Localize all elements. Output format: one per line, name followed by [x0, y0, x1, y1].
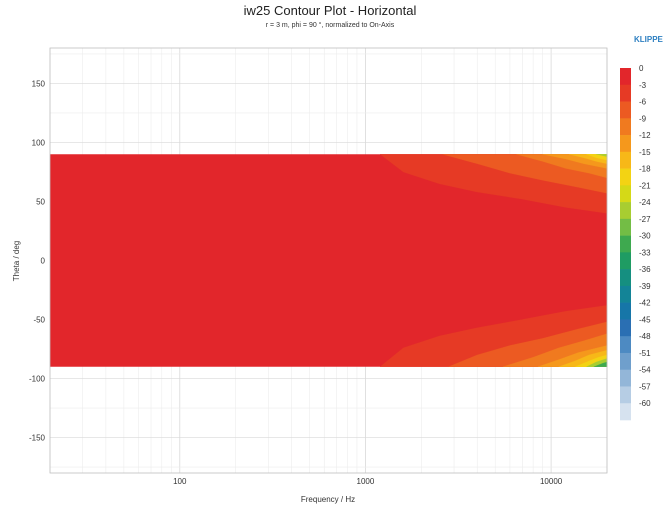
x-axis-label: Frequency / Hz [301, 495, 355, 504]
x-tick-label: 100 [173, 477, 187, 486]
colorbar-label: -12 [639, 131, 651, 140]
colorbar-cell [620, 386, 631, 404]
colorbar-cell [620, 68, 631, 86]
colorbar-label: -3 [639, 81, 647, 90]
y-axis-label: Theta / deg [12, 241, 21, 281]
colorbar-label: -30 [639, 232, 651, 241]
heatmap-layer [50, 154, 608, 367]
colorbar-label: -48 [639, 332, 651, 341]
brand-label: KLIPPE [634, 35, 664, 44]
colorbar-label: -6 [639, 98, 647, 107]
x-tick-label: 10000 [540, 477, 563, 486]
colorbar-cell [620, 369, 631, 387]
colorbar-cell [620, 285, 631, 303]
colorbar-cell [620, 218, 631, 236]
colorbar-cell [620, 336, 631, 354]
colorbar-cell [620, 151, 631, 169]
colorbar-label: 0 [639, 64, 644, 73]
chart-subtitle: r = 3 m, phi = 90 °, normalized to On-Ax… [266, 21, 395, 29]
colorbar-label: -45 [639, 315, 651, 324]
colorbar-label: -24 [639, 198, 651, 207]
y-tick-labels: 150 100 50 0 -50 -100 -150 [29, 79, 46, 442]
colorbar-cell [620, 101, 631, 119]
y-tick-label: 50 [36, 197, 45, 206]
colorbar-label: -15 [639, 148, 651, 157]
colorbar-label: -39 [639, 282, 651, 291]
colorbar-cell [620, 319, 631, 337]
colorbar-label: -21 [639, 181, 651, 190]
y-tick-label: -150 [29, 434, 46, 443]
colorbar-cell [620, 235, 631, 253]
colorbar-label: -36 [639, 265, 651, 274]
colorbar-cell [620, 185, 631, 203]
colorbar-label: -33 [639, 248, 651, 257]
y-tick-label: 100 [32, 138, 46, 147]
colorbar-cell [620, 403, 631, 421]
colorbar-cell [620, 202, 631, 220]
colorbar-label: -42 [639, 299, 651, 308]
colorbar: 0 -3 -6 -9 -12 -15 -18 -21 -24 -27 -30 -33 -36 -39 -42… [620, 64, 651, 421]
chart-title: iw25 Contour Plot - Horizontal [244, 3, 417, 18]
colorbar-cell [620, 135, 631, 153]
plot-frame [49, 47, 608, 474]
colorbar-label: -27 [639, 215, 651, 224]
colorbar-cell [620, 252, 631, 270]
colorbar-label: -57 [639, 382, 651, 391]
colorbar-cell [620, 84, 631, 102]
colorbar-cell [620, 302, 631, 320]
y-tick-label: 150 [32, 79, 46, 88]
colorbar-label: -54 [639, 366, 651, 375]
colorbar-cell [620, 168, 631, 186]
colorbar-label: -51 [639, 349, 651, 358]
x-tick-label: 1000 [357, 477, 375, 486]
colorbar-cell [620, 118, 631, 136]
x-tick-labels: 100 1000 10000 [173, 477, 563, 486]
colorbar-cell [620, 352, 631, 371]
y-tick-label: 0 [41, 257, 46, 266]
colorbar-label: -60 [639, 399, 651, 408]
y-tick-label: -50 [33, 316, 45, 325]
colorbar-label: -9 [639, 114, 647, 123]
colorbar-label: -18 [639, 165, 651, 174]
y-tick-label: -100 [29, 375, 46, 384]
colorbar-cell [620, 269, 631, 287]
